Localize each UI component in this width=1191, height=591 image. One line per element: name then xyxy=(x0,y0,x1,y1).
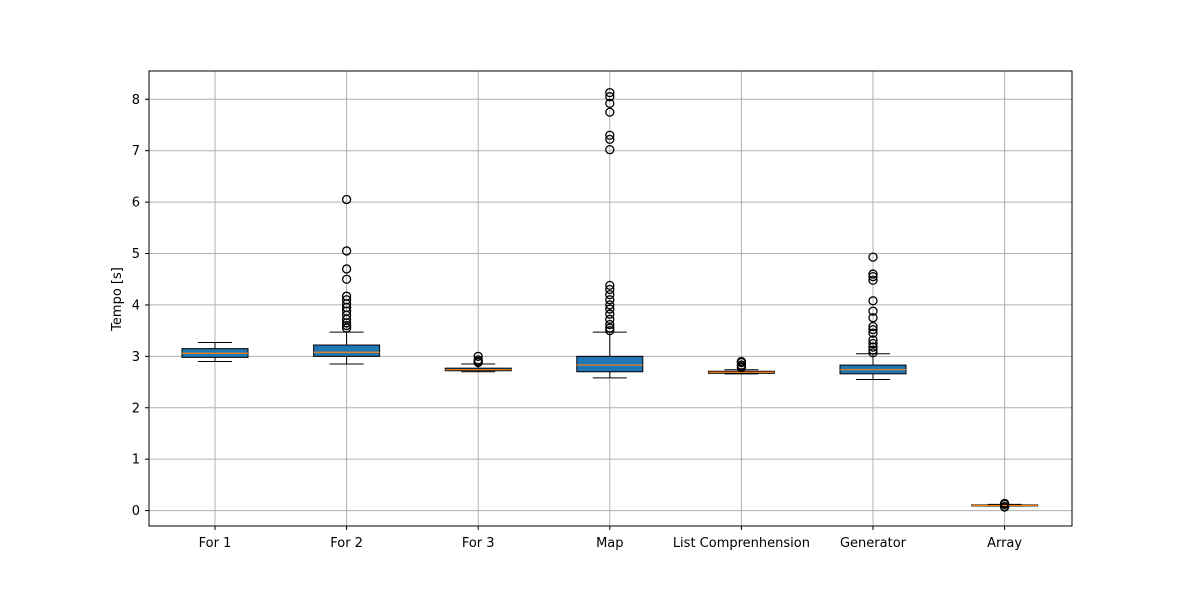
outlier-point xyxy=(868,345,878,355)
outlier-point xyxy=(605,107,615,117)
box-group xyxy=(313,194,381,365)
y-axis-label: Tempo [s] xyxy=(110,267,125,332)
outlier-point xyxy=(868,252,878,262)
box-group xyxy=(444,351,512,373)
outlier-point xyxy=(868,335,878,345)
outlier-point xyxy=(605,98,615,109)
outlier-point xyxy=(341,295,352,305)
box-group xyxy=(971,498,1039,512)
outlier-point xyxy=(605,134,615,145)
outlier-point xyxy=(341,246,352,256)
outlier-point xyxy=(868,321,878,332)
y-tick-label: 5 xyxy=(132,247,140,262)
outlier-point xyxy=(605,145,615,155)
x-tick-label: For 3 xyxy=(462,536,495,551)
outlier-point xyxy=(605,284,615,295)
box-group xyxy=(181,341,249,362)
axis-layer: 0 1 2 3 4 5 6 7 8 For 1 For 2 For 3 Map List Comprenh… xyxy=(132,70,1073,551)
outlier-point xyxy=(868,338,878,349)
y-tick-label: 2 xyxy=(132,401,140,416)
box-layer xyxy=(181,87,1039,512)
y-tick-label: 4 xyxy=(132,298,140,313)
outlier-point xyxy=(605,295,615,305)
outlier-point xyxy=(605,300,615,310)
outlier-point xyxy=(868,269,878,279)
outlier-point xyxy=(736,360,747,370)
outlier-point xyxy=(605,289,615,300)
x-tick-label: Map xyxy=(596,536,623,551)
outlier-point xyxy=(868,271,878,282)
outlier-point xyxy=(868,275,878,285)
outlier-point xyxy=(605,92,615,102)
y-tick-label: 3 xyxy=(132,350,140,365)
y-tick-label: 6 xyxy=(132,196,140,211)
outlier-point xyxy=(868,313,878,323)
outlier-point xyxy=(999,498,1010,509)
outlier-point xyxy=(605,319,615,330)
outlier-point xyxy=(605,130,615,140)
outlier-point xyxy=(868,348,878,358)
outlier-point xyxy=(605,323,615,333)
outlier-point xyxy=(341,274,352,284)
outlier-point xyxy=(341,306,352,316)
outlier-point xyxy=(473,355,483,365)
outlier-point xyxy=(473,351,483,361)
axes-frame xyxy=(148,70,1073,527)
box-group xyxy=(839,252,907,380)
y-tick-label: 0 xyxy=(132,504,140,519)
outlier-point xyxy=(605,280,615,291)
box-group xyxy=(576,87,644,379)
outlier-point xyxy=(605,325,615,336)
outlier-point xyxy=(868,342,878,352)
outlier-point xyxy=(605,304,615,314)
x-tick-label: For 1 xyxy=(199,536,232,551)
x-tick-label: Array xyxy=(987,536,1022,551)
box xyxy=(313,344,381,357)
outlier-point xyxy=(736,356,747,367)
box xyxy=(576,355,644,373)
x-tick-label: For 2 xyxy=(330,536,363,551)
outlier-point xyxy=(605,314,615,324)
box-group xyxy=(707,356,775,375)
outlier-point xyxy=(341,323,352,333)
outlier-point xyxy=(341,291,352,301)
x-tick-label: Generator xyxy=(840,536,907,551)
outlier-point xyxy=(341,194,352,205)
x-tick-label: List Comprenhension xyxy=(673,536,810,551)
outlier-point xyxy=(341,320,352,331)
outlier-point xyxy=(341,264,352,274)
outlier-point xyxy=(868,328,878,338)
y-tick-label: 8 xyxy=(132,93,140,108)
y-tick-label: 1 xyxy=(132,453,140,468)
outlier-point xyxy=(868,296,878,306)
outlier-point xyxy=(868,306,878,316)
outlier-point xyxy=(605,87,615,98)
outlier-point xyxy=(605,309,615,319)
outlier-point xyxy=(868,324,878,335)
y-tick-label: 7 xyxy=(132,144,140,159)
